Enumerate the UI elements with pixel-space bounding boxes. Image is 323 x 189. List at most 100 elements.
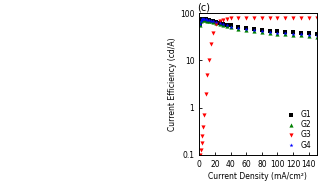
G2 [203, 19, 207, 21]
G2 [198, 24, 202, 27]
Y-axis label: Current Efficiency (cd/A): Current Efficiency (cd/A) [168, 37, 177, 131]
G2 [283, 33, 287, 35]
G3 [200, 142, 203, 144]
G1 [205, 19, 209, 21]
X-axis label: Current Density (mA/cm²): Current Density (mA/cm²) [208, 172, 307, 181]
G2 [252, 30, 256, 32]
G1 [201, 18, 204, 20]
G3 [315, 17, 318, 19]
G3 [201, 125, 205, 128]
G4 [244, 28, 248, 30]
G2 [291, 34, 295, 36]
Line: G3: G3 [198, 16, 318, 157]
G4 [201, 18, 204, 20]
G1 [202, 18, 206, 20]
G4 [291, 33, 295, 35]
G4 [276, 31, 279, 34]
G1 [212, 20, 215, 22]
G3 [205, 74, 209, 76]
G3 [209, 43, 213, 45]
G2 [199, 20, 203, 22]
G1 [209, 19, 213, 22]
Line: G2: G2 [198, 17, 318, 39]
G3 [199, 149, 203, 151]
G2 [307, 35, 311, 37]
G4 [214, 21, 218, 23]
G4 [207, 19, 211, 21]
G4 [307, 34, 311, 36]
G2 [218, 23, 222, 25]
G1 [225, 24, 229, 26]
G4 [299, 33, 303, 35]
G2 [221, 24, 225, 26]
G3 [236, 17, 240, 19]
G1 [203, 18, 207, 21]
G4 [201, 18, 205, 20]
G4 [203, 18, 207, 21]
G4 [283, 32, 287, 34]
G4 [209, 20, 213, 22]
G1 [199, 19, 203, 21]
G3 [203, 92, 207, 95]
G1 [236, 26, 240, 28]
G2 [236, 28, 240, 30]
Line: G1: G1 [198, 17, 318, 36]
G1 [244, 27, 248, 29]
G2 [200, 19, 203, 21]
G1 [315, 33, 318, 35]
Text: (c): (c) [197, 2, 210, 12]
G4 [202, 18, 206, 20]
G4 [212, 20, 215, 22]
G3 [276, 17, 279, 19]
G1 [198, 22, 202, 25]
G3 [214, 23, 218, 26]
G2 [201, 18, 205, 21]
Legend: G1, G2, G3, G4: G1, G2, G3, G4 [281, 109, 313, 151]
G4 [229, 26, 233, 28]
G1 [207, 19, 211, 21]
G2 [201, 18, 204, 21]
G3 [268, 17, 272, 19]
G4 [200, 18, 203, 21]
G2 [276, 33, 279, 35]
G3 [252, 17, 256, 19]
G3 [307, 17, 311, 19]
G4 [205, 19, 209, 21]
G3 [198, 154, 202, 156]
G3 [221, 19, 225, 21]
G3 [229, 17, 233, 19]
G2 [229, 26, 233, 29]
G4 [218, 22, 222, 25]
G3 [202, 114, 206, 116]
G1 [299, 31, 303, 34]
G1 [307, 32, 311, 34]
G3 [212, 32, 215, 34]
G2 [214, 22, 218, 24]
G3 [218, 20, 222, 22]
G3 [291, 17, 295, 19]
G3 [225, 18, 229, 20]
G1 [229, 24, 233, 27]
G2 [207, 20, 211, 22]
G2 [260, 31, 264, 33]
G1 [218, 22, 222, 24]
G3 [283, 17, 287, 19]
G4 [260, 30, 264, 32]
Line: G4: G4 [198, 17, 318, 37]
G2 [244, 29, 248, 31]
G2 [299, 34, 303, 36]
G1 [252, 28, 256, 30]
G4 [236, 27, 240, 29]
G4 [198, 23, 202, 26]
G1 [283, 30, 287, 33]
G3 [299, 17, 303, 19]
G1 [214, 21, 218, 23]
G2 [209, 20, 213, 22]
G2 [225, 25, 229, 27]
G1 [200, 18, 203, 20]
G2 [202, 19, 206, 21]
G1 [291, 31, 295, 33]
G4 [268, 31, 272, 33]
G2 [315, 36, 318, 38]
G4 [225, 24, 229, 27]
